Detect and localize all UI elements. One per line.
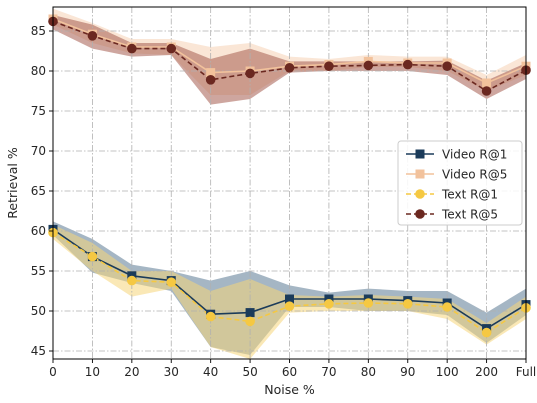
y-tick-label: 50 <box>31 304 46 318</box>
x-tick-label: 200 <box>475 365 498 379</box>
legend-label: Video R@1 <box>442 148 507 162</box>
y-tick-label: 70 <box>31 144 46 158</box>
legend-box <box>397 140 523 226</box>
y-tick-label: 65 <box>31 184 46 198</box>
x-tick-label: Full <box>516 365 537 379</box>
video-r-1-point <box>245 308 255 318</box>
text-r-1-point <box>324 299 334 309</box>
x-tick-label: 80 <box>361 365 376 379</box>
legend-marker <box>415 209 425 219</box>
text-r-1-point <box>245 316 255 327</box>
x-tick-label: 10 <box>85 365 100 379</box>
text-r-1-point <box>442 302 452 312</box>
y-axis-label: Retrieval % <box>5 147 20 219</box>
x-tick-label: 20 <box>124 365 139 379</box>
y-tick-label: 75 <box>31 104 46 118</box>
text-r-1-point <box>166 277 177 288</box>
text-r-5-point <box>245 68 255 79</box>
legend-label: Video R@5 <box>442 168 507 182</box>
x-tick-label: 60 <box>282 365 297 379</box>
x-axis-ticks: 0 10 20 30 40 50 60 70 80 90 100 200 Full <box>49 359 536 379</box>
text-r-1-band <box>53 224 526 359</box>
text-r-1-point <box>284 301 295 312</box>
y-tick-label: 80 <box>31 64 46 78</box>
text-r-1-point <box>363 298 374 308</box>
x-tick-label: 100 <box>436 365 459 379</box>
legend-label: Text R@5 <box>441 208 498 222</box>
y-tick-label: 45 <box>31 344 46 358</box>
text-r-5-point <box>87 31 98 41</box>
x-tick-label: 30 <box>164 365 179 379</box>
x-tick-label: 70 <box>321 365 336 379</box>
video-r-1-point <box>127 271 137 281</box>
x-tick-label: 0 <box>49 365 57 379</box>
text-r-1-point <box>205 311 216 322</box>
y-tick-label: 55 <box>31 264 46 278</box>
series-markers <box>48 14 531 338</box>
y-tick-label: 85 <box>31 24 46 38</box>
text-r-1-point <box>481 327 492 338</box>
x-tick-label: 50 <box>242 365 257 379</box>
y-tick-label: 60 <box>31 224 46 238</box>
legend-marker <box>415 149 425 159</box>
x-tick-label: 40 <box>203 365 218 379</box>
x-axis-label: Noise % <box>264 382 315 397</box>
x-tick-label: 90 <box>400 365 415 379</box>
legend-marker <box>415 189 425 199</box>
text-r-5-point <box>205 75 216 85</box>
video-r-1-point <box>285 294 294 304</box>
text-r-5-point <box>324 61 334 71</box>
text-r-1-point <box>87 251 98 262</box>
text-r-1-point <box>127 275 137 286</box>
video-r-5-point <box>482 78 492 88</box>
legend: Video R@1 Video R@5 Text R@1 Text R@5 <box>397 140 523 226</box>
text-r-5-point <box>284 63 295 73</box>
text-r-5-point <box>481 86 492 96</box>
legend-label: Text R@1 <box>441 188 498 202</box>
text-r-5-point <box>127 43 137 54</box>
text-r-5-point <box>363 60 374 71</box>
text-r-5-point <box>402 59 413 70</box>
text-r-5-point <box>442 61 452 71</box>
y-axis-ticks: 45 50 55 60 65 70 75 80 85 <box>31 24 53 358</box>
text-r-5-point <box>166 43 177 54</box>
text-r-1-point <box>402 299 413 309</box>
video-r-5-point <box>206 68 216 78</box>
legend-marker <box>415 169 425 179</box>
